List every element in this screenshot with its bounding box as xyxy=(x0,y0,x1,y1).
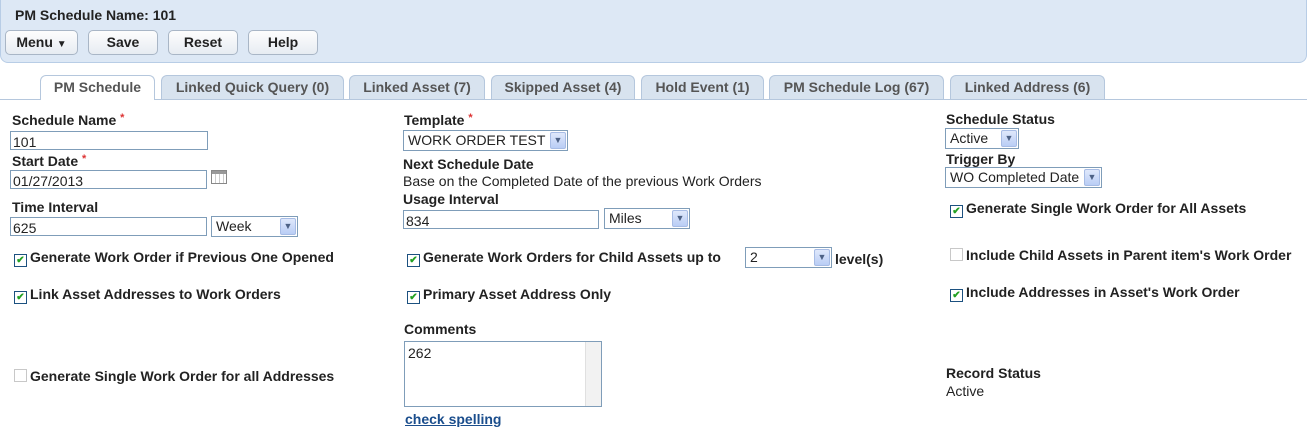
usage-interval-unit-select[interactable]: Miles ▼ xyxy=(604,208,690,229)
checkbox-checked-icon: ✔ xyxy=(14,291,27,304)
menu-dropdown-icon: ▼ xyxy=(56,39,67,50)
time-interval-input[interactable]: 625 xyxy=(10,217,207,236)
tab-divider xyxy=(0,99,1307,100)
chevron-down-icon: ▼ xyxy=(280,218,296,235)
tab-pm-schedule[interactable]: PM Schedule xyxy=(40,75,155,100)
save-button[interactable]: Save xyxy=(88,30,158,55)
template-label: Template * xyxy=(404,112,473,128)
menu-label: Menu xyxy=(16,34,53,50)
tab-hold-event[interactable]: Hold Event (1) xyxy=(641,75,764,99)
trigger-by-select[interactable]: WO Completed Date ▼ xyxy=(945,167,1102,188)
checkbox-unchecked-icon xyxy=(14,369,27,382)
start-date-label: Start Date * xyxy=(12,153,87,169)
record-status-label: Record Status xyxy=(946,365,1041,381)
tab-skipped-asset[interactable]: Skipped Asset (4) xyxy=(491,75,635,99)
checkbox-checked-icon: ✔ xyxy=(407,291,420,304)
checkbox-checked-icon: ✔ xyxy=(407,254,420,267)
schedule-status-value: Active xyxy=(950,130,989,146)
levels-suffix: level(s) xyxy=(835,251,884,267)
chevron-down-icon: ▼ xyxy=(672,210,688,227)
chevron-down-icon: ▼ xyxy=(1084,169,1100,186)
template-value: WORK ORDER TEST xyxy=(408,132,546,148)
schedule-status-label: Schedule Status xyxy=(946,111,1055,127)
time-interval-unit-value: Week xyxy=(216,218,252,234)
gen-if-prev-open-checkbox[interactable]: ✔ Generate Work Order if Previous One Ope… xyxy=(14,249,334,267)
checkbox-checked-icon: ✔ xyxy=(950,289,963,302)
trigger-by-value: WO Completed Date xyxy=(950,169,1080,185)
tab-linked-address[interactable]: Linked Address (6) xyxy=(950,75,1105,99)
checkbox-checked-icon: ✔ xyxy=(14,254,27,267)
single-wo-addresses-checkbox[interactable]: Generate Single Work Order for all Addre… xyxy=(14,368,334,384)
start-date-input[interactable]: 01/27/2013 xyxy=(10,170,207,189)
tab-linked-asset[interactable]: Linked Asset (7) xyxy=(349,75,485,99)
page-title: PM Schedule Name: 101 xyxy=(15,7,177,23)
usage-interval-unit-value: Miles xyxy=(609,210,642,226)
scrollbar[interactable] xyxy=(585,342,601,406)
time-interval-unit-select[interactable]: Week ▼ xyxy=(211,216,298,237)
menu-button[interactable]: Menu ▼ xyxy=(5,30,78,55)
record-status-value: Active xyxy=(946,383,985,399)
tab-linked-quick-query[interactable]: Linked Quick Query (0) xyxy=(161,75,344,99)
comments-label: Comments xyxy=(404,321,477,337)
schedule-status-select[interactable]: Active ▼ xyxy=(945,128,1019,149)
tab-pm-schedule-log[interactable]: PM Schedule Log (67) xyxy=(769,75,944,99)
usage-interval-input[interactable]: 834 xyxy=(403,210,599,229)
child-assets-checkbox[interactable]: ✔ Generate Work Orders for Child Assets u… xyxy=(407,249,721,267)
child-levels-value: 2 xyxy=(750,249,758,265)
calendar-icon[interactable] xyxy=(211,170,227,184)
usage-interval-label: Usage Interval xyxy=(403,191,499,207)
chevron-down-icon: ▼ xyxy=(1001,130,1017,147)
check-spelling-link[interactable]: check spelling xyxy=(405,411,502,427)
reset-button[interactable]: Reset xyxy=(168,30,238,55)
checkbox-checked-icon: ✔ xyxy=(950,205,963,218)
comments-value: 262 xyxy=(408,345,432,361)
link-asset-addresses-checkbox[interactable]: ✔ Link Asset Addresses to Work Orders xyxy=(14,286,281,304)
schedule-name-input[interactable]: 101 xyxy=(10,131,208,150)
single-wo-all-assets-checkbox[interactable]: ✔ Generate Single Work Order for All Asse… xyxy=(950,200,1246,218)
schedule-name-label: Schedule Name * xyxy=(12,112,125,128)
child-levels-select[interactable]: 2 ▼ xyxy=(745,247,832,268)
include-child-assets-checkbox[interactable]: Include Child Assets in Parent item's Wo… xyxy=(950,247,1291,263)
comments-textarea[interactable]: 262 xyxy=(404,341,602,407)
chevron-down-icon: ▼ xyxy=(814,249,830,266)
next-schedule-date-value: Base on the Completed Date of the previo… xyxy=(403,173,762,189)
help-button[interactable]: Help xyxy=(248,30,318,55)
template-select[interactable]: WORK ORDER TEST ▼ xyxy=(403,130,568,151)
chevron-down-icon: ▼ xyxy=(550,132,566,149)
next-schedule-date-label: Next Schedule Date xyxy=(403,156,534,172)
include-addresses-checkbox[interactable]: ✔ Include Addresses in Asset's Work Order xyxy=(950,284,1240,302)
checkbox-unchecked-icon xyxy=(950,248,963,261)
trigger-by-label: Trigger By xyxy=(946,151,1016,167)
time-interval-label: Time Interval xyxy=(12,199,99,215)
primary-address-only-checkbox[interactable]: ✔ Primary Asset Address Only xyxy=(407,286,611,304)
